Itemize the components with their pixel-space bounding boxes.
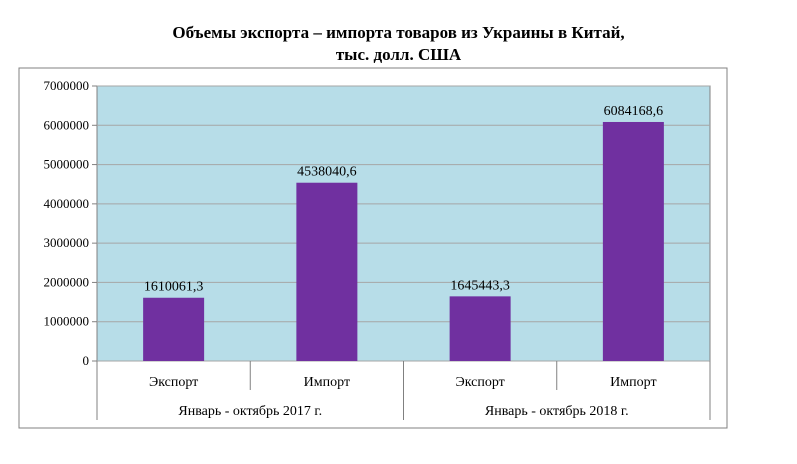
chart-title-line2: тыс. долл. США bbox=[335, 45, 462, 64]
y-tick-label: 0 bbox=[83, 353, 90, 368]
data-labels: 1610061,3 4538040,6 1645443,3 6084168,6 bbox=[144, 104, 663, 295]
category-label: Импорт bbox=[610, 375, 656, 390]
bar bbox=[602, 121, 664, 361]
data-label: 1645443,3 bbox=[450, 278, 510, 293]
data-label: 1610061,3 bbox=[144, 280, 204, 295]
bar bbox=[143, 297, 205, 361]
group-label: Январь - октябрь 2017 г. bbox=[178, 404, 322, 419]
chart-title: Объемы экспорта – импорта товаров из Укр… bbox=[0, 22, 797, 66]
y-tick-label: 2000000 bbox=[44, 274, 90, 289]
category-label: Импорт bbox=[304, 375, 350, 390]
y-tick-label: 4000000 bbox=[44, 196, 90, 211]
chart-frame bbox=[18, 67, 728, 429]
data-label: 4538040,6 bbox=[297, 165, 357, 180]
chart-title-line1: Объемы экспорта – импорта товаров из Укр… bbox=[172, 23, 625, 42]
category-axis: Экспорт Импорт Экспорт Импорт Январь - октяб… bbox=[96, 361, 711, 420]
y-tick-label: 1000000 bbox=[44, 314, 90, 329]
group-label: Январь - октябрь 2018 г. bbox=[485, 404, 629, 419]
y-tick-label: 3000000 bbox=[44, 235, 90, 250]
y-tick-label: 5000000 bbox=[44, 157, 90, 172]
bar bbox=[449, 296, 511, 361]
category-label: Экспорт bbox=[149, 375, 198, 390]
data-label: 6084168,6 bbox=[604, 104, 664, 119]
y-tick-label: 6000000 bbox=[44, 117, 90, 132]
y-axis-ticks: 0 1000000 2000000 3000000 4000000 5000000 6000… bbox=[44, 78, 97, 368]
bars bbox=[143, 121, 664, 361]
category-label: Экспорт bbox=[455, 375, 504, 390]
y-tick-label: 7000000 bbox=[44, 78, 90, 93]
bar bbox=[296, 182, 358, 361]
